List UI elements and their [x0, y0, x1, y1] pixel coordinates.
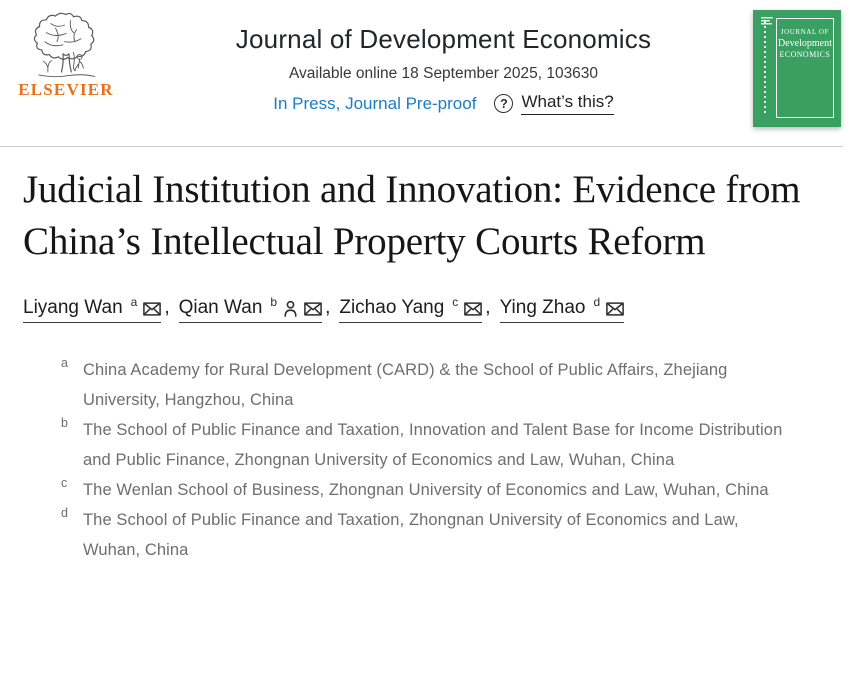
banner-center: Journal of Development Economics Availab…	[148, 10, 739, 115]
availability-text: Available online 18 September 2025, 1036…	[288, 65, 599, 82]
author-link[interactable]: Zichao Yang c	[339, 295, 483, 323]
author-superscript: c	[452, 295, 459, 309]
envelope-icon	[464, 302, 483, 316]
affiliation-item: d The School of Public Finance and Taxati…	[61, 505, 842, 565]
person-icon	[283, 300, 298, 318]
article-title: Judicial Institution and Innovation: Evi…	[23, 168, 801, 263]
envelope-icon	[143, 302, 162, 316]
cover-line3: ECONOMICS	[779, 50, 831, 60]
author-name: Zichao Yang	[339, 297, 445, 318]
affiliation-text: The School of Public Finance and Taxatio…	[83, 511, 739, 559]
elsevier-wordmark: ELSEVIER	[18, 80, 114, 99]
elsevier-logo[interactable]: ELSEVIER	[18, 10, 114, 100]
journal-title-link[interactable]: Journal of Development Economics	[235, 24, 652, 54]
envelope-icon	[606, 302, 625, 316]
journal-banner: ELSEVIER Journal of Development Economic…	[0, 0, 867, 146]
author-name: Liyang Wan	[23, 297, 123, 318]
affiliation-item: c The Wenlan School of Business, Zhongnan…	[61, 475, 842, 505]
affiliation-text: China Academy for Rural Development (CAR…	[83, 361, 728, 409]
author-superscript: a	[130, 295, 138, 309]
cover-corner-marks	[760, 17, 773, 26]
affiliation-superscript: b	[61, 416, 68, 430]
author-separator: ,	[485, 297, 491, 318]
affiliation-item: a China Academy for Rural Development (CA…	[61, 355, 842, 415]
affiliation-superscript: c	[61, 476, 68, 490]
author-separator: ,	[325, 297, 331, 318]
header-divider	[0, 146, 843, 147]
article-header: Judicial Institution and Innovation: Evi…	[0, 147, 867, 565]
affiliation-superscript: a	[61, 356, 68, 370]
author-link[interactable]: Ying Zhao d	[499, 295, 625, 323]
journal-cover-thumbnail[interactable]: JOURNAL OF Development ECONOMICS	[753, 10, 841, 127]
author-separator: ,	[164, 297, 170, 318]
author-superscript: b	[270, 295, 278, 309]
whats-this-label: What’s this?	[521, 92, 614, 115]
author-superscript: d	[593, 295, 601, 309]
whats-this-link[interactable]: ? What’s this?	[494, 92, 614, 115]
affiliation-superscript: d	[61, 506, 68, 520]
envelope-icon	[304, 302, 322, 316]
author-link[interactable]: Liyang Wan a	[23, 295, 162, 323]
affiliation-list: a China Academy for Rural Development (CA…	[61, 355, 842, 565]
author-name: Qian Wan	[178, 297, 263, 318]
affiliation-text: The Wenlan School of Business, Zhongnan …	[83, 481, 769, 499]
cover-line1: JOURNAL OF	[780, 28, 830, 37]
in-press-link[interactable]: In Press, Journal Pre-proof	[273, 93, 477, 113]
cover-title-frame: JOURNAL OF Development ECONOMICS	[775, 18, 834, 118]
question-mark-icon: ?	[494, 94, 514, 113]
affiliation-item: b The School of Public Finance and Taxati…	[61, 415, 842, 475]
author-list: Liyang Wan a, Qian Wan b, Zichao Yang c, Ying …	[23, 295, 842, 323]
status-row: In Press, Journal Pre-proof ? What’s thi…	[148, 92, 739, 115]
author-link[interactable]: Qian Wan b	[178, 295, 323, 323]
cover-spine-text	[764, 20, 767, 117]
elsevier-tree-icon	[27, 10, 105, 78]
cover-line2: Development	[777, 38, 832, 50]
affiliation-text: The School of Public Finance and Taxatio…	[83, 421, 783, 469]
author-name: Ying Zhao	[499, 297, 586, 318]
